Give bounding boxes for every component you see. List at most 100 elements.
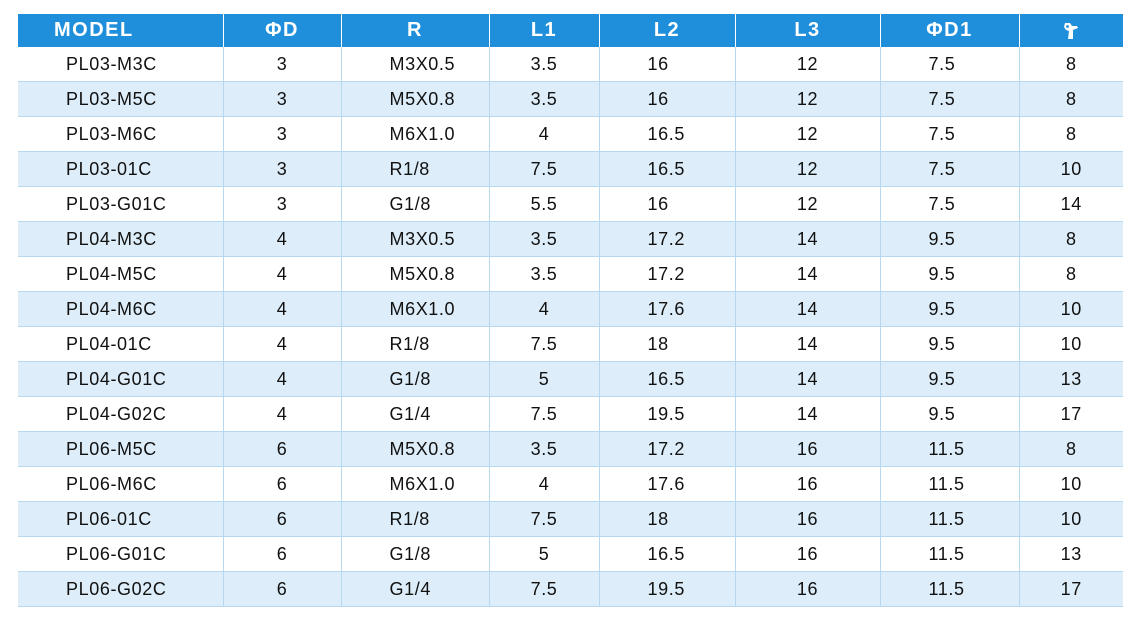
cell-model: PL04-G01C (18, 361, 224, 397)
cell-l1: 4 (489, 116, 600, 152)
table-row: PL06-G02C 6 G1/4 7.5 19.5 16 11.5 17 (18, 571, 1123, 607)
cell-l2: 17.2 (599, 256, 736, 292)
cell-l1: 5.5 (489, 186, 600, 222)
cell-l3: 12 (735, 116, 881, 152)
cell-torque: 10 (1019, 501, 1123, 537)
table-row: PL03-M3C 3 M3X0.5 3.5 16 12 7.5 8 (18, 47, 1123, 82)
cell-phi-d: 4 (223, 221, 342, 257)
cell-phi-d1: 11.5 (880, 501, 1020, 537)
cell-l1: 7.5 (489, 571, 600, 607)
cell-model: PL04-01C (18, 326, 224, 362)
cell-l1: 3.5 (489, 221, 600, 257)
table-row: PL06-M5C 6 M5X0.8 3.5 17.2 16 11.5 8 (18, 431, 1123, 467)
cell-phi-d: 4 (223, 256, 342, 292)
table-row: PL04-M3C 4 M3X0.5 3.5 17.2 14 9.5 8 (18, 221, 1123, 257)
cell-phi-d: 6 (223, 571, 342, 607)
cell-l1: 7.5 (489, 151, 600, 187)
table-row: PL06-01C 6 R1/8 7.5 18 16 11.5 10 (18, 501, 1123, 537)
cell-phi-d: 6 (223, 536, 342, 572)
cell-phi-d1: 7.5 (880, 81, 1020, 117)
cell-phi-d1: 9.5 (880, 361, 1020, 397)
cell-model: PL03-M3C (18, 47, 224, 82)
cell-phi-d: 4 (223, 326, 342, 362)
cell-r: G1/4 (341, 396, 490, 432)
cell-phi-d1: 9.5 (880, 396, 1020, 432)
cell-phi-d: 3 (223, 151, 342, 187)
cell-phi-d: 4 (223, 361, 342, 397)
cell-r: M6X1.0 (341, 291, 490, 327)
cell-l3: 16 (735, 431, 881, 467)
cell-l1: 3.5 (489, 431, 600, 467)
cell-phi-d1: 9.5 (880, 291, 1020, 327)
table-row: PL04-M6C 4 M6X1.0 4 17.6 14 9.5 10 (18, 291, 1123, 327)
cell-l2: 16 (599, 81, 736, 117)
cell-phi-d1: 11.5 (880, 431, 1020, 467)
cell-r: M6X1.0 (341, 116, 490, 152)
table-row: PL03-01C 3 R1/8 7.5 16.5 12 7.5 10 (18, 151, 1123, 187)
header-l1: L1 (489, 14, 600, 47)
cell-torque: 14 (1019, 186, 1123, 222)
cell-l1: 7.5 (489, 396, 600, 432)
cell-torque: 8 (1019, 47, 1123, 82)
cell-torque: 10 (1019, 151, 1123, 187)
cell-phi-d1: 7.5 (880, 186, 1020, 222)
cell-l3: 14 (735, 361, 881, 397)
cell-r: G1/8 (341, 361, 490, 397)
cell-model: PL06-G02C (18, 571, 224, 607)
cell-r: R1/8 (341, 151, 490, 187)
wrench-icon (1064, 22, 1079, 39)
cell-l2: 18 (599, 326, 736, 362)
cell-l3: 12 (735, 186, 881, 222)
cell-torque: 13 (1019, 361, 1123, 397)
cell-r: M3X0.5 (341, 221, 490, 257)
cell-torque: 8 (1019, 221, 1123, 257)
cell-model: PL03-M5C (18, 81, 224, 117)
cell-r: R1/8 (341, 326, 490, 362)
cell-r: M5X0.8 (341, 431, 490, 467)
cell-phi-d1: 7.5 (880, 47, 1020, 82)
cell-phi-d: 3 (223, 116, 342, 152)
cell-r: M6X1.0 (341, 466, 490, 502)
cell-l2: 16 (599, 47, 736, 82)
cell-l3: 16 (735, 501, 881, 537)
cell-model: PL06-M5C (18, 431, 224, 467)
table-row: PL03-M5C 3 M5X0.8 3.5 16 12 7.5 8 (18, 81, 1123, 117)
cell-phi-d: 6 (223, 466, 342, 502)
cell-l2: 17.2 (599, 221, 736, 257)
cell-r: G1/8 (341, 186, 490, 222)
header-l3: L3 (735, 14, 881, 47)
table-row: PL04-M5C 4 M5X0.8 3.5 17.2 14 9.5 8 (18, 256, 1123, 292)
cell-l1: 7.5 (489, 501, 600, 537)
cell-phi-d: 4 (223, 291, 342, 327)
cell-l1: 3.5 (489, 256, 600, 292)
cell-l2: 16 (599, 186, 736, 222)
table-row: PL04-G02C 4 G1/4 7.5 19.5 14 9.5 17 (18, 396, 1123, 432)
cell-torque: 8 (1019, 81, 1123, 117)
header-model: MODEL (18, 14, 224, 47)
cell-l2: 19.5 (599, 571, 736, 607)
cell-l1: 7.5 (489, 326, 600, 362)
cell-l3: 14 (735, 291, 881, 327)
cell-l3: 14 (735, 221, 881, 257)
cell-l1: 5 (489, 361, 600, 397)
cell-l2: 16.5 (599, 536, 736, 572)
cell-model: PL06-01C (18, 501, 224, 537)
cell-l3: 16 (735, 466, 881, 502)
header-l2: L2 (599, 14, 736, 47)
cell-phi-d1: 11.5 (880, 466, 1020, 502)
cell-l3: 14 (735, 256, 881, 292)
cell-r: R1/8 (341, 501, 490, 537)
cell-l1: 4 (489, 291, 600, 327)
cell-l2: 17.6 (599, 291, 736, 327)
cell-phi-d: 3 (223, 81, 342, 117)
header-r: R (341, 14, 490, 47)
cell-phi-d: 3 (223, 186, 342, 222)
cell-model: PL06-M6C (18, 466, 224, 502)
cell-l3: 12 (735, 47, 881, 82)
cell-l1: 3.5 (489, 47, 600, 82)
cell-phi-d1: 9.5 (880, 221, 1020, 257)
cell-l1: 3.5 (489, 81, 600, 117)
cell-phi-d1: 7.5 (880, 116, 1020, 152)
cell-l3: 16 (735, 571, 881, 607)
cell-phi-d1: 11.5 (880, 536, 1020, 572)
